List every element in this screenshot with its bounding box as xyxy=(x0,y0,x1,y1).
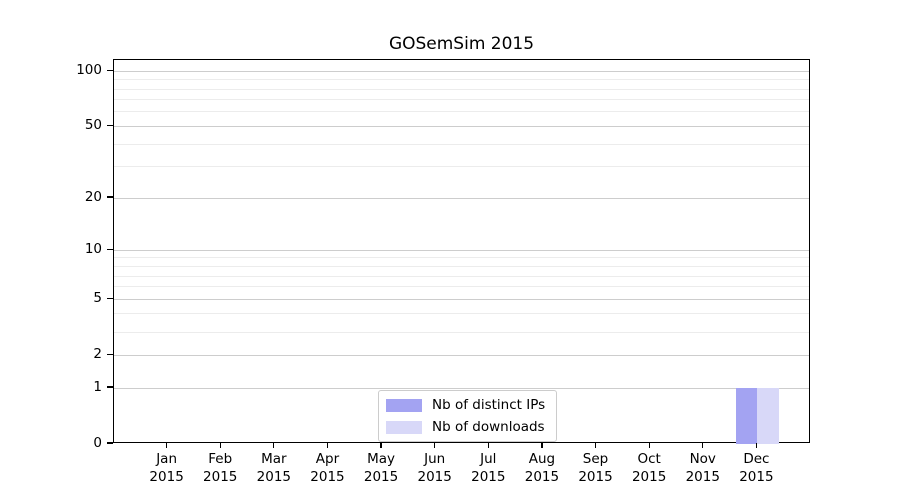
x-tick-label-jul-2015: Jul 2015 xyxy=(448,450,528,486)
gridline-y10 xyxy=(114,249,809,251)
y-tick-label-100: 100 xyxy=(76,62,102,79)
x-tick-label-nov-2015: Nov 2015 xyxy=(663,450,743,486)
x-tick-year: 2015 xyxy=(739,469,774,485)
chart-title: GOSemSim 2015 xyxy=(388,34,535,54)
gridline-minor-y3 xyxy=(114,331,809,333)
legend-swatch-distinct-ips xyxy=(386,398,422,412)
legend: Nb of distinct IPs Nb of downloads xyxy=(378,390,558,442)
x-tick-year: 2015 xyxy=(203,469,238,485)
gridline-minor-y6 xyxy=(114,286,809,288)
y-tick-10 xyxy=(107,248,113,250)
gridline-minor-y70 xyxy=(114,99,809,101)
y-tick-20 xyxy=(107,196,113,198)
gridline-y50 xyxy=(114,125,809,127)
gridline-minor-y4 xyxy=(114,313,809,315)
gridline-minor-y80 xyxy=(114,88,809,90)
x-tick-year: 2015 xyxy=(685,469,720,485)
x-tick-11 xyxy=(702,443,704,448)
gridline-minor-y8 xyxy=(114,266,809,267)
x-tick-5 xyxy=(380,443,382,448)
x-tick-6 xyxy=(434,443,436,448)
x-tick-label-jan-2015: Jan 2015 xyxy=(127,450,207,486)
gridline-minor-y9 xyxy=(114,257,809,259)
x-tick-label-dec-2015: Dec 2015 xyxy=(716,450,796,486)
bar-distinct-ips-dec-2015 xyxy=(735,388,758,444)
x-tick-label-oct-2015: Oct 2015 xyxy=(609,450,689,486)
x-tick-9 xyxy=(594,443,597,448)
bar-downloads-dec-2015 xyxy=(757,388,779,444)
y-tick-1 xyxy=(107,386,113,388)
x-tick-label-apr-2015: Apr 2015 xyxy=(287,450,367,486)
y-tick-label-0: 0 xyxy=(93,435,102,451)
x-tick-7 xyxy=(487,443,489,448)
y-tick-5 xyxy=(107,297,113,299)
y-tick-label-2: 2 xyxy=(93,346,102,363)
y-tick-label-20: 20 xyxy=(84,189,102,206)
x-tick-year: 2015 xyxy=(471,469,506,485)
gridline-y2 xyxy=(114,354,809,356)
x-tick-label-jun-2015: Jun 2015 xyxy=(395,450,475,486)
y-tick-label-50: 50 xyxy=(84,117,102,134)
y-tick-label-1: 1 xyxy=(93,379,102,395)
gridline-minor-y60 xyxy=(114,111,809,113)
gridline-minor-y40 xyxy=(114,143,809,145)
x-tick-2 xyxy=(219,443,221,448)
y-tick-0 xyxy=(107,442,113,444)
x-tick-10 xyxy=(648,443,650,448)
y-tick-50 xyxy=(107,124,113,127)
x-tick-year: 2015 xyxy=(631,469,667,485)
x-tick-12 xyxy=(755,443,758,448)
x-tick-label-sep-2015: Sep 2015 xyxy=(556,450,636,486)
y-tick-2 xyxy=(107,353,113,355)
x-tick-label-aug-2015: Aug 2015 xyxy=(502,450,582,486)
x-tick-label-may-2015: May 2015 xyxy=(341,450,421,486)
legend-label-downloads: Nb of downloads xyxy=(432,419,545,435)
x-tick-label-feb-2015: Feb 2015 xyxy=(180,450,260,486)
x-tick-3 xyxy=(273,443,275,448)
y-tick-100 xyxy=(107,69,113,71)
x-tick-year: 2015 xyxy=(578,469,613,485)
gridline-y100 xyxy=(114,70,809,72)
legend-swatch-downloads xyxy=(386,420,422,434)
gridline-minor-y30 xyxy=(114,166,809,168)
x-tick-year: 2015 xyxy=(256,469,292,485)
gridline-minor-y90 xyxy=(114,79,809,81)
gridline-y5 xyxy=(114,298,809,300)
gridline-minor-y7 xyxy=(114,275,809,277)
x-tick-year: 2015 xyxy=(524,469,560,485)
x-tick-4 xyxy=(326,443,329,448)
y-tick-label-10: 10 xyxy=(84,241,102,258)
x-tick-1 xyxy=(165,443,168,448)
legend-item-downloads: Nb of downloads xyxy=(386,419,545,435)
plot-area xyxy=(113,59,810,444)
x-tick-year: 2015 xyxy=(149,469,184,485)
y-tick-label-5: 5 xyxy=(93,290,102,307)
gridline-y20 xyxy=(114,197,809,199)
x-tick-year: 2015 xyxy=(363,469,399,485)
x-tick-year: 2015 xyxy=(417,469,452,485)
x-tick-year: 2015 xyxy=(310,469,345,485)
legend-label-distinct-ips: Nb of distinct IPs xyxy=(432,397,546,413)
x-tick-8 xyxy=(541,443,543,448)
legend-item-distinct-ips: Nb of distinct IPs xyxy=(386,397,545,413)
gridline-y1 xyxy=(114,387,809,389)
x-tick-label-mar-2015: Mar 2015 xyxy=(234,450,314,486)
